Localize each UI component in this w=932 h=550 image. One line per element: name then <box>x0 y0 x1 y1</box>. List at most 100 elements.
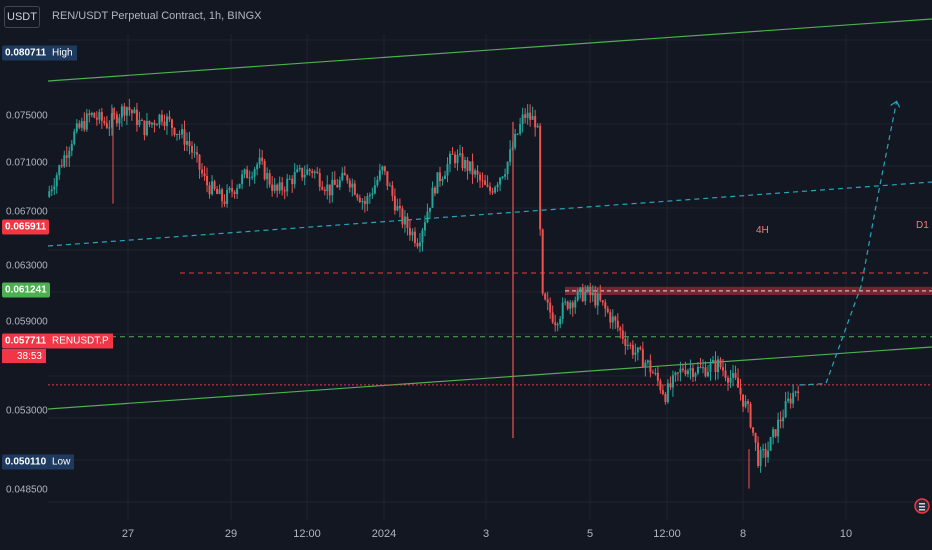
candle-body <box>614 316 617 321</box>
tradingview-logo-icon[interactable] <box>914 496 930 516</box>
price-tick: 0.075000 <box>6 110 48 122</box>
candle-body <box>135 109 138 126</box>
candle-body <box>651 372 654 374</box>
candle-body <box>443 175 446 179</box>
candle-body <box>556 324 559 326</box>
candle-body <box>774 429 777 437</box>
candle-body <box>659 380 662 391</box>
candle-body <box>218 189 221 194</box>
candle-body <box>388 185 391 187</box>
candle-body <box>261 157 264 161</box>
candle-body <box>55 175 58 187</box>
upper-channel-line <box>47 18 932 82</box>
time-tick: 10 <box>839 528 853 540</box>
candle-body <box>228 188 231 190</box>
candle-body <box>739 387 742 395</box>
candle-body <box>699 366 702 368</box>
candle-body <box>328 184 331 196</box>
candle-body <box>476 170 479 175</box>
candle-body <box>266 173 269 180</box>
candle-body <box>268 173 271 185</box>
candle-body <box>666 383 669 403</box>
candle-body <box>363 200 366 205</box>
candle-body <box>579 287 582 291</box>
candle-body <box>451 153 454 155</box>
candle-body <box>519 124 522 134</box>
candle-body <box>686 370 689 375</box>
candle-body <box>251 176 254 178</box>
candle-body <box>143 120 146 136</box>
candle-body <box>191 146 194 153</box>
candle-body <box>494 187 497 193</box>
candle-body <box>118 117 121 124</box>
candle-body <box>747 401 750 404</box>
candle-body <box>323 189 326 192</box>
candle-body <box>140 120 143 122</box>
candle-body <box>704 367 707 377</box>
candle-body <box>253 169 256 177</box>
candle-body <box>589 286 592 296</box>
candle-body <box>649 360 652 373</box>
candle-body <box>165 116 168 126</box>
candle-body <box>433 187 436 194</box>
candle-body <box>501 176 504 178</box>
candle-body <box>566 301 569 309</box>
candle-body <box>241 174 244 184</box>
candle-body <box>398 206 401 209</box>
price-candles <box>48 98 800 489</box>
currency-button[interactable]: USDT <box>4 6 40 28</box>
candle-body <box>326 184 329 192</box>
candle-body <box>406 216 409 228</box>
candle-body <box>178 133 181 135</box>
candle-body <box>646 360 649 363</box>
candle-body <box>110 113 113 128</box>
candle-body <box>248 177 251 179</box>
candle-body <box>90 112 93 116</box>
candle-body <box>784 401 787 418</box>
candle-body <box>358 197 361 203</box>
candle-body <box>626 344 629 346</box>
candle-body <box>296 169 299 173</box>
candle-body <box>316 171 319 174</box>
candle-body <box>581 287 584 302</box>
mid-trend-line <box>47 181 932 247</box>
d1-line-label: D1 <box>916 220 929 231</box>
candle-body <box>80 121 83 128</box>
h4-line-label: 4H <box>756 225 769 236</box>
time-tick: 12:00 <box>653 528 681 540</box>
candle-body <box>93 112 96 118</box>
candle-body <box>155 124 158 126</box>
candle-body <box>133 109 136 114</box>
candle-body <box>471 161 474 175</box>
candle-body <box>689 368 692 371</box>
candle-body <box>794 391 797 393</box>
candle-body <box>193 152 196 154</box>
candle-body <box>787 398 790 402</box>
candle-body <box>401 208 404 225</box>
candle-body <box>722 367 725 371</box>
candle-body <box>767 450 770 458</box>
candle-body <box>148 120 151 125</box>
candle-body <box>213 181 216 190</box>
candle-body <box>158 114 161 125</box>
candle-body <box>75 123 78 132</box>
candle-body <box>691 368 694 377</box>
candle-body <box>170 119 173 128</box>
candle-body <box>216 189 219 194</box>
candle-body <box>684 370 687 375</box>
projection-path <box>799 100 901 386</box>
candle-body <box>431 187 434 208</box>
candle-body <box>311 171 314 174</box>
candle-body <box>258 157 261 165</box>
candle-body <box>403 216 406 225</box>
candle-body <box>792 392 795 404</box>
candle-body <box>551 312 554 323</box>
candle-body <box>466 160 469 171</box>
candle-body <box>125 107 128 116</box>
candle-body <box>719 359 722 368</box>
candle-body <box>474 170 477 175</box>
candle-body <box>709 363 712 372</box>
price-tick: 0.059000 <box>6 316 48 328</box>
candle-body <box>438 172 441 182</box>
